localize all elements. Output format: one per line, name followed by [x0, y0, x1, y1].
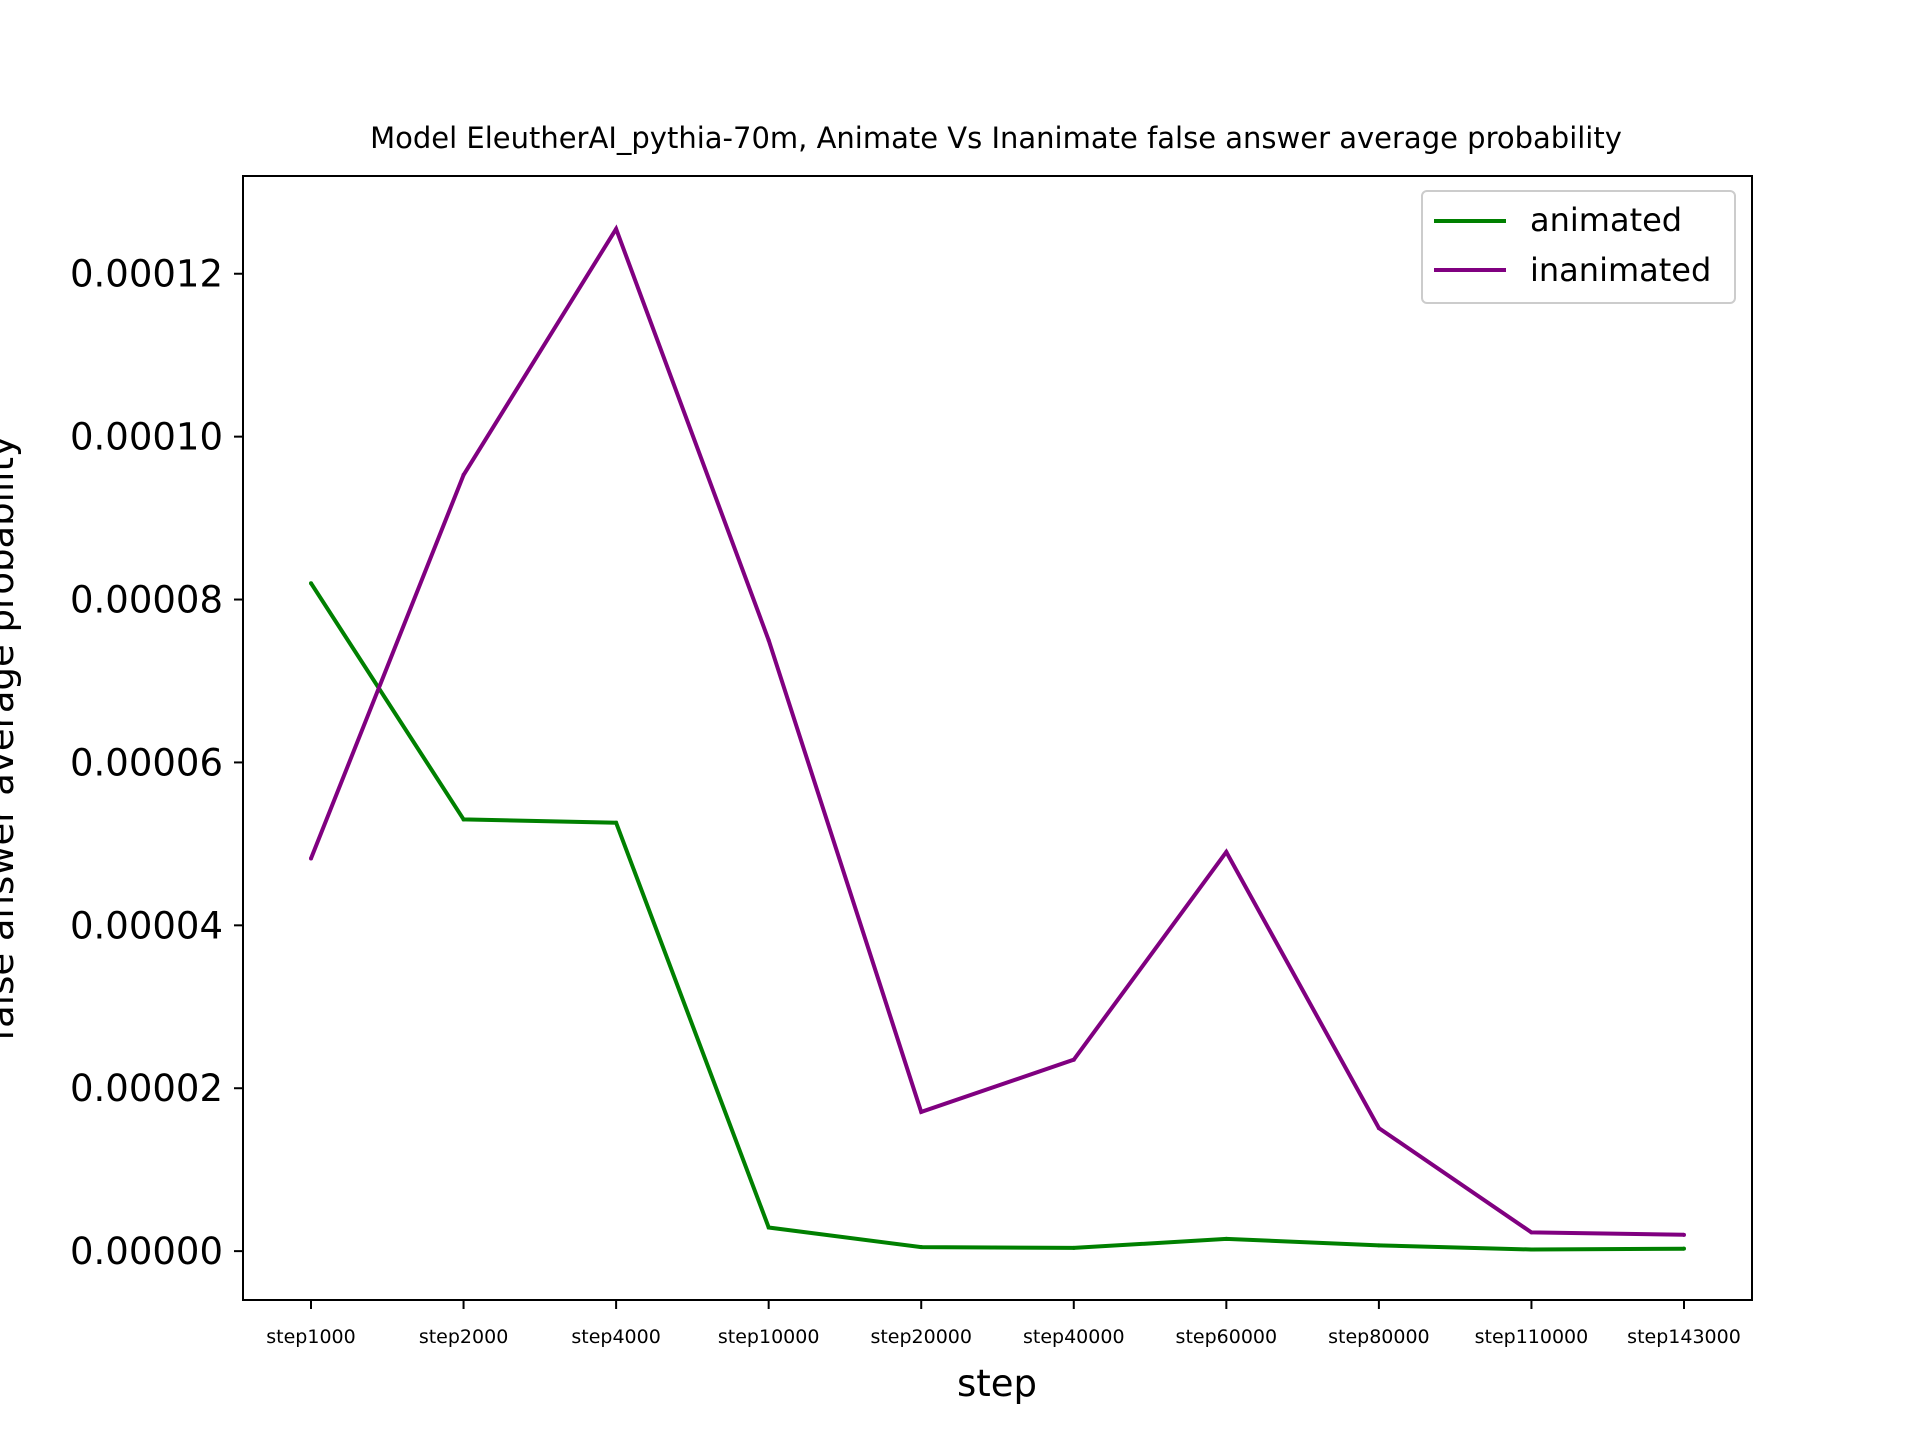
x-tick-label: step4000: [571, 1326, 660, 1348]
data-point-inanimated-6: [1224, 850, 1229, 855]
x-tick-label: step2000: [419, 1326, 508, 1348]
data-point-inanimated-3: [766, 638, 771, 643]
y-axis-label: false answer average probability: [0, 435, 22, 1041]
data-point-animated-7: [1376, 1243, 1381, 1248]
data-point-animated-4: [919, 1245, 924, 1250]
data-point-inanimated-7: [1376, 1126, 1381, 1131]
data-point-animated-3: [766, 1225, 771, 1230]
y-axis-ticks: 0.00000 0.00002 0.00004 0.00006 0.00008 0.000…: [70, 253, 243, 1273]
data-point-animated-0: [309, 581, 313, 586]
y-tick-label: 0.00000: [70, 1230, 223, 1273]
data-point-inanimated-9: [1682, 1232, 1686, 1237]
x-axis-ticks: step1000 step2000 step4000 step10000 step200…: [266, 1300, 1741, 1348]
data-point-animated-2: [614, 820, 619, 825]
data-point-inanimated-1: [461, 472, 466, 477]
y-tick-label: 0.00008: [70, 579, 223, 622]
legend: animated inanimated: [1421, 190, 1736, 304]
data-point-inanimated-0: [309, 856, 313, 861]
x-tick-label: step20000: [870, 1326, 972, 1348]
data-point-inanimated-5: [1071, 1057, 1076, 1062]
legend-label-animated: animated: [1530, 201, 1682, 239]
x-axis-label: step: [957, 1362, 1037, 1405]
x-tick-label: step80000: [1328, 1326, 1430, 1348]
y-tick-label: 0.00012: [70, 253, 223, 296]
x-tick-label: step40000: [1023, 1326, 1125, 1348]
series-line-inanimated: [309, 224, 1685, 1237]
x-tick-label: step60000: [1176, 1326, 1278, 1348]
data-point-animated-8: [1529, 1247, 1534, 1252]
plot-area-frame: [242, 175, 1753, 1301]
y-tick-label: 0.00002: [70, 1067, 223, 1110]
y-tick-label: 0.00010: [70, 416, 223, 459]
series-layer: [309, 224, 1686, 1252]
chart-title: Model EleutherAI_pythia-70m, Animate Vs …: [370, 121, 1622, 155]
y-tick-label: 0.00004: [70, 904, 223, 947]
data-point-animated-9: [1682, 1246, 1686, 1251]
x-tick-label: step1000: [266, 1326, 355, 1348]
data-point-animated-6: [1224, 1236, 1229, 1241]
data-point-animated-5: [1071, 1245, 1076, 1250]
x-tick-label: step143000: [1627, 1326, 1741, 1348]
x-tick-label: step10000: [718, 1326, 820, 1348]
series-line-animated: [309, 582, 1685, 1252]
data-point-inanimated-2: [614, 226, 619, 231]
data-point-inanimated-8: [1529, 1230, 1534, 1235]
x-tick-label: step110000: [1475, 1326, 1589, 1348]
legend-label-inanimated: inanimated: [1530, 251, 1711, 289]
data-point-animated-1: [461, 817, 466, 822]
y-tick-label: 0.00006: [70, 741, 223, 784]
data-point-inanimated-4: [919, 1109, 924, 1114]
